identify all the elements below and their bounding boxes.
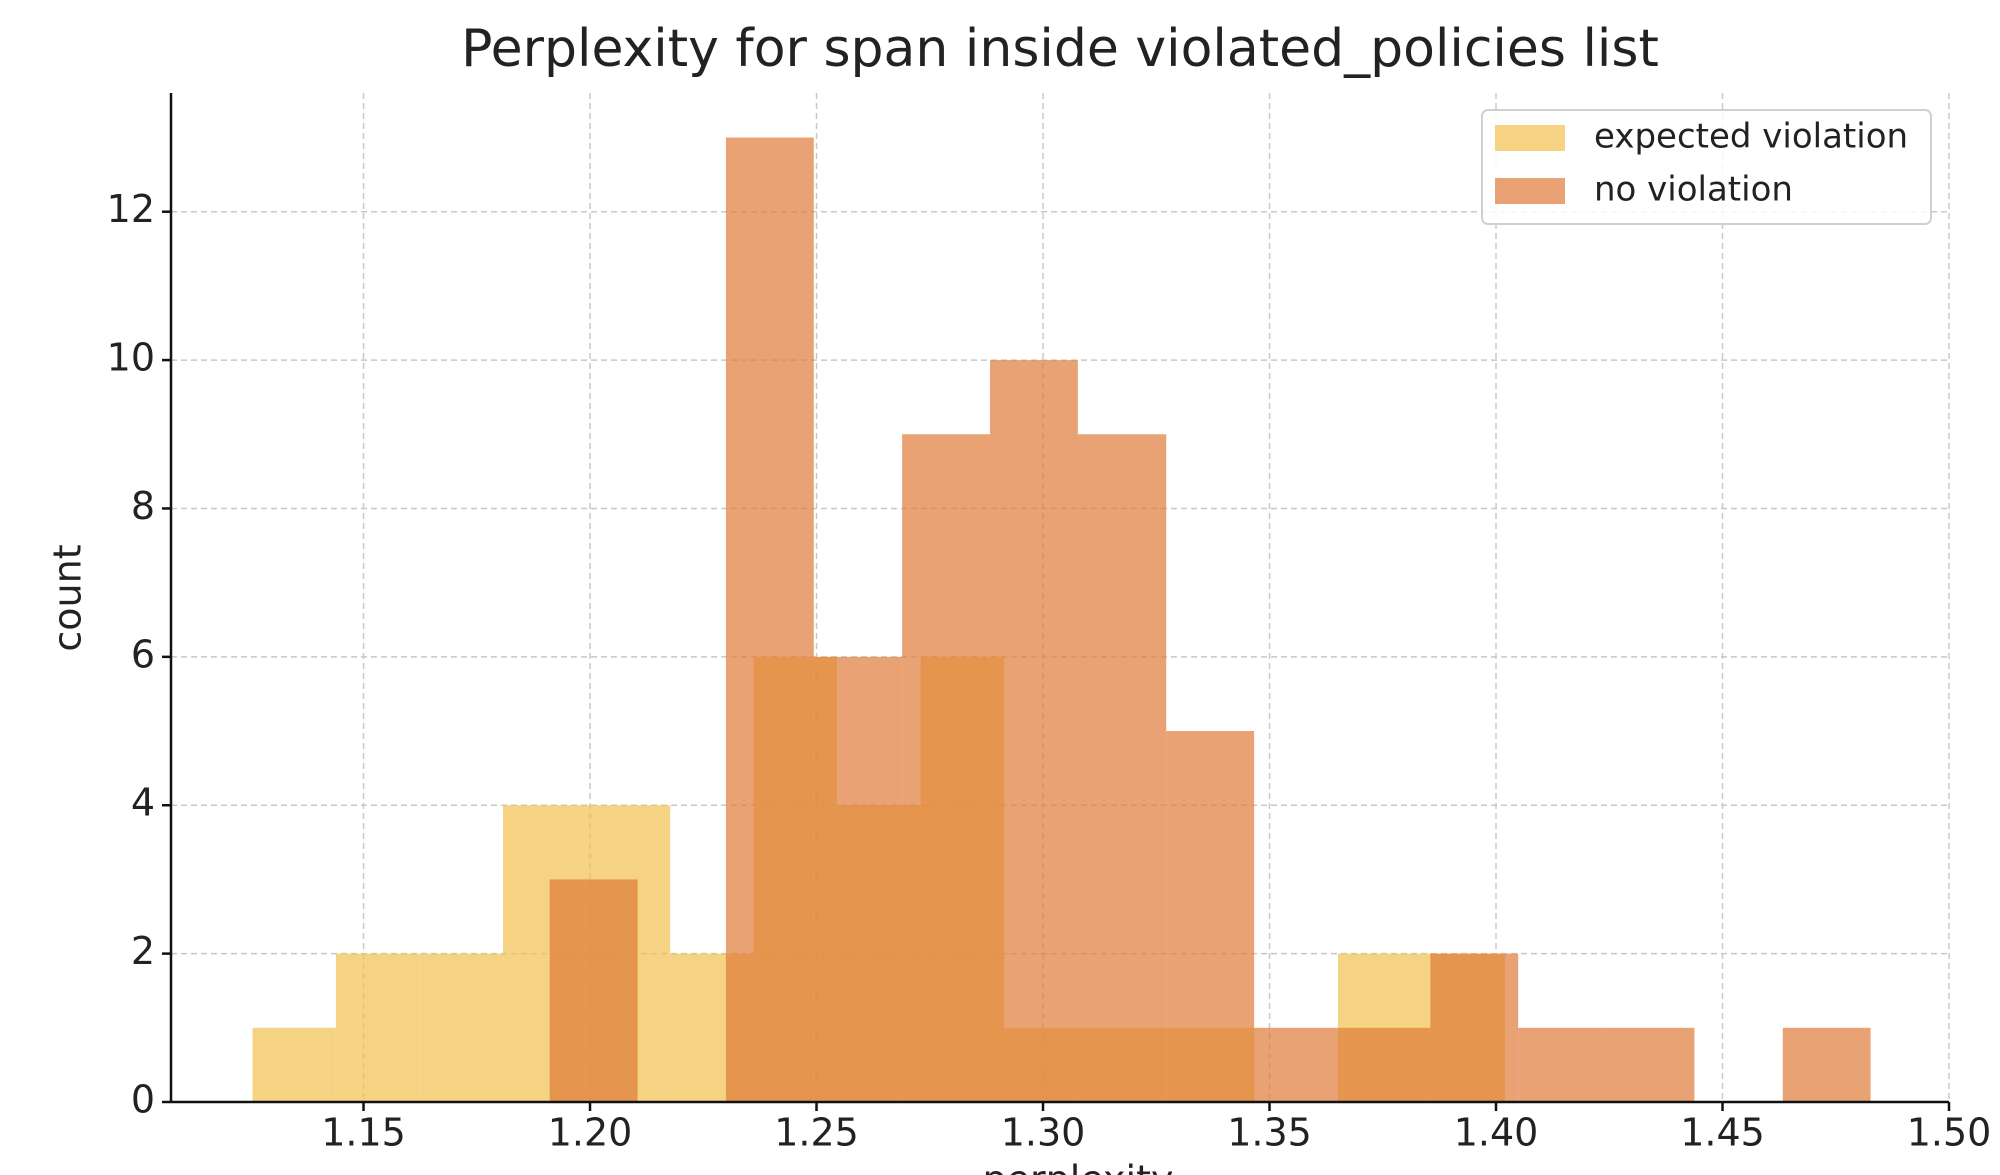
legend: expected violation no violation xyxy=(1481,109,1932,225)
histogram-bar xyxy=(252,1027,336,1102)
x-tick-label: 1.25 xyxy=(774,1111,859,1155)
histogram-bar xyxy=(813,656,903,1102)
legend-label: expected violation xyxy=(1594,117,1908,157)
histogram-bar xyxy=(725,137,814,1102)
x-axis-label: perplexity xyxy=(983,1158,1174,1175)
histogram-bar xyxy=(549,879,638,1102)
histogram-bar xyxy=(1518,1027,1607,1102)
histogram-bar xyxy=(1606,1027,1695,1102)
y-tick-label: 6 xyxy=(131,632,155,676)
bars xyxy=(252,137,1871,1102)
x-tick-label: 1.40 xyxy=(1454,1111,1539,1155)
x-tick-label: 1.30 xyxy=(1001,1111,1086,1155)
histogram-bar xyxy=(1782,1027,1871,1102)
histogram-bar xyxy=(1342,1027,1431,1102)
legend-swatch xyxy=(1495,125,1565,151)
axes: 1.15 1.20 1.25 1.30 1.35 1.40 1.45 1.50 0 2 4 6 8 10 1… xyxy=(107,93,1992,1155)
y-tick-label: 10 xyxy=(107,336,155,380)
histogram-bar xyxy=(1077,434,1167,1102)
legend-box xyxy=(1481,109,1932,225)
histogram-bar xyxy=(1430,953,1519,1102)
x-tick-label: 1.50 xyxy=(1907,1111,1992,1155)
y-tick-label: 12 xyxy=(107,187,155,231)
histogram-bar xyxy=(1254,1027,1343,1102)
legend-swatch xyxy=(1495,178,1565,204)
legend-label: no violation xyxy=(1594,170,1793,210)
y-tick-label: 2 xyxy=(131,929,155,973)
y-tick-label: 0 xyxy=(131,1078,155,1122)
y-tick-label: 8 xyxy=(131,484,155,528)
histogram-bar xyxy=(335,953,420,1102)
y-tick-label: 4 xyxy=(131,781,155,825)
histogram-bar xyxy=(1166,731,1255,1102)
chart-title: Perplexity for span inside violated_poli… xyxy=(461,19,1659,79)
x-tick-label: 1.35 xyxy=(1227,1111,1312,1155)
y-axis-label: count xyxy=(46,544,90,651)
x-tick-label: 1.15 xyxy=(321,1111,406,1155)
histogram-bar xyxy=(902,434,991,1102)
histogram-bar xyxy=(990,360,1078,1102)
x-tick-label: 1.20 xyxy=(548,1111,633,1155)
histogram-bar xyxy=(419,953,504,1102)
x-tick-label: 1.45 xyxy=(1680,1111,1765,1155)
